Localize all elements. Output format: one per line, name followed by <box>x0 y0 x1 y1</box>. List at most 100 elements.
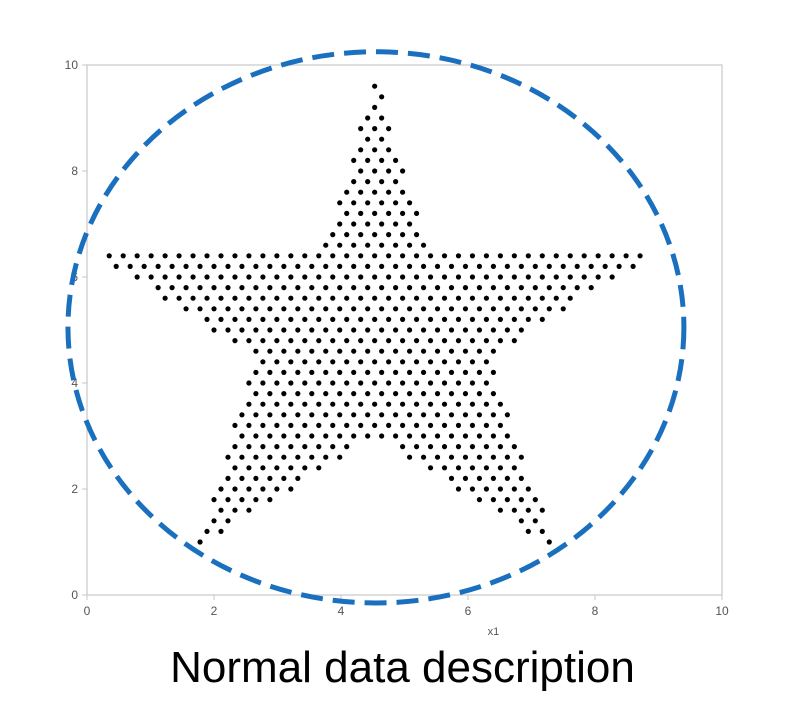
data-point <box>434 369 441 375</box>
data-point <box>260 422 266 428</box>
data-point <box>253 263 259 269</box>
data-point <box>476 391 483 397</box>
data-point <box>379 136 385 142</box>
data-point <box>260 316 266 322</box>
data-point <box>218 253 224 259</box>
data-point <box>330 444 336 450</box>
data-point <box>393 391 399 397</box>
data-point <box>483 422 490 428</box>
data-point <box>420 263 427 269</box>
data-point <box>260 295 266 301</box>
data-point <box>316 422 322 428</box>
data-point <box>309 348 315 354</box>
data-point <box>574 285 580 291</box>
x-tick-label: 2 <box>211 604 218 618</box>
data-point <box>525 486 531 492</box>
data-point <box>309 306 315 312</box>
data-point <box>253 412 259 418</box>
data-point <box>365 285 371 291</box>
data-point <box>225 327 231 333</box>
data-point <box>427 316 434 322</box>
data-point <box>267 391 273 397</box>
data-point <box>281 433 287 439</box>
data-point <box>504 475 510 481</box>
data-point <box>518 497 524 503</box>
data-point <box>462 433 469 439</box>
data-point <box>455 401 462 407</box>
data-point <box>211 306 217 312</box>
data-point <box>406 454 413 460</box>
data-point <box>372 147 378 153</box>
data-point <box>393 348 399 354</box>
data-point <box>441 380 448 386</box>
data-point <box>490 475 496 481</box>
data-point <box>246 295 252 301</box>
data-point <box>274 359 280 365</box>
data-point <box>302 444 308 450</box>
data-point <box>518 285 524 291</box>
data-point <box>309 433 315 439</box>
data-point <box>455 274 462 280</box>
data-point <box>476 306 483 312</box>
data-point <box>302 253 308 259</box>
data-point <box>469 253 476 259</box>
data-point <box>134 274 140 280</box>
data-point <box>295 412 301 418</box>
scatter-chart: 0 2 4 6 8 10 0 2 4 6 8 10 x1 <box>65 49 729 638</box>
data-point <box>344 210 350 216</box>
data-point <box>288 295 294 301</box>
data-point <box>232 316 238 322</box>
data-point <box>218 316 224 322</box>
data-point <box>253 454 259 460</box>
data-point <box>448 433 455 439</box>
data-point <box>337 348 343 354</box>
data-point <box>386 295 392 301</box>
data-point <box>379 157 385 163</box>
data-point <box>155 263 161 269</box>
data-point <box>344 359 350 365</box>
data-point <box>379 221 385 227</box>
data-point <box>239 412 245 418</box>
data-point <box>267 306 273 312</box>
data-point <box>469 338 476 344</box>
data-point <box>386 401 392 407</box>
data-point <box>225 263 231 269</box>
data-point <box>427 401 434 407</box>
data-point <box>413 210 420 216</box>
data-point <box>246 465 252 471</box>
data-point <box>358 126 364 132</box>
data-point <box>399 380 406 386</box>
data-point <box>476 412 483 418</box>
data-point <box>302 274 308 280</box>
data-point <box>372 401 378 407</box>
data-point <box>379 285 385 291</box>
data-point <box>288 253 294 259</box>
data-point <box>344 338 350 344</box>
data-point <box>490 369 496 375</box>
data-point <box>441 444 448 450</box>
data-point <box>225 454 231 460</box>
data-point <box>274 253 280 259</box>
y-tick-label: 0 <box>71 588 78 602</box>
data-point <box>455 338 462 344</box>
data-point <box>476 263 483 269</box>
data-point <box>372 210 378 216</box>
data-point <box>295 454 301 460</box>
data-point <box>162 295 168 301</box>
data-point <box>455 444 462 450</box>
data-point <box>504 263 510 269</box>
data-point <box>344 380 350 386</box>
data-point <box>274 338 280 344</box>
data-point <box>393 242 399 248</box>
data-point <box>511 465 517 471</box>
data-point <box>253 391 259 397</box>
data-point <box>490 306 496 312</box>
data-point <box>462 327 469 333</box>
data-point <box>365 412 371 418</box>
data-point <box>553 253 559 259</box>
data-point <box>504 285 510 291</box>
data-point <box>393 221 399 227</box>
data-point <box>183 285 189 291</box>
data-point <box>253 497 259 503</box>
data-point <box>497 422 503 428</box>
